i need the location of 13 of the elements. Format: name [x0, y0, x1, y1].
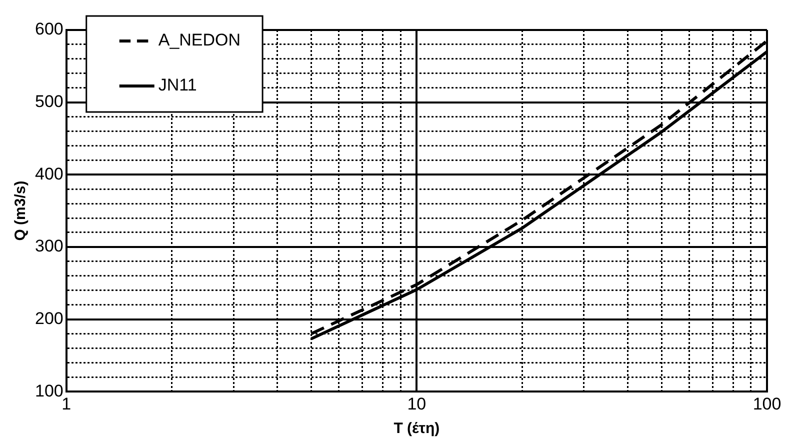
- legend-label: JN11: [158, 76, 197, 95]
- x-tick-label: 1: [62, 394, 72, 414]
- x-axis-title: T (έτη): [394, 420, 440, 438]
- y-tick-label: 500: [34, 92, 64, 112]
- legend-label: A_NEDON: [158, 30, 241, 50]
- y-tick-label: 300: [34, 236, 64, 256]
- y-tick-label: 100: [34, 381, 64, 400]
- y-tick-label: 600: [34, 20, 64, 39]
- y-axis-title: Q (m3/s): [12, 180, 30, 241]
- x-tick-label: 100: [752, 394, 782, 414]
- y-tick-label: 200: [34, 308, 64, 328]
- x-tick-label: 10: [407, 394, 426, 414]
- y-tick-label: 400: [34, 164, 64, 184]
